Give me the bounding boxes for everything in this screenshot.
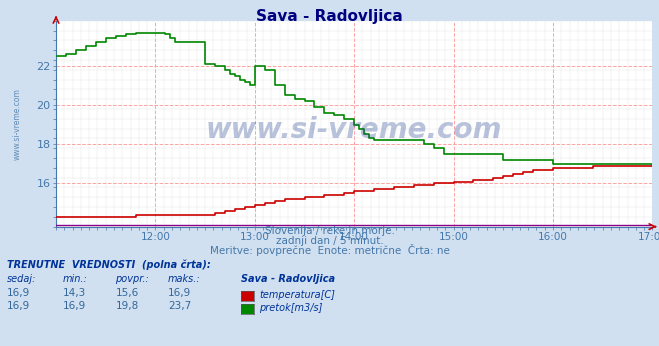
Text: 19,8: 19,8 bbox=[115, 301, 138, 311]
Text: Sava - Radovljica: Sava - Radovljica bbox=[256, 9, 403, 24]
Text: 16,9: 16,9 bbox=[7, 288, 30, 298]
Text: sedaj:: sedaj: bbox=[7, 274, 36, 284]
Text: www.si-vreme.com: www.si-vreme.com bbox=[13, 88, 22, 160]
Text: 16,9: 16,9 bbox=[63, 301, 86, 311]
Text: 15,6: 15,6 bbox=[115, 288, 138, 298]
Text: 16,9: 16,9 bbox=[7, 301, 30, 311]
Text: Slovenija / reke in morje.: Slovenija / reke in morje. bbox=[264, 226, 395, 236]
Text: pretok[m3/s]: pretok[m3/s] bbox=[259, 303, 322, 313]
Text: TRENUTNE  VREDNOSTI  (polna črta):: TRENUTNE VREDNOSTI (polna črta): bbox=[7, 260, 210, 270]
Text: min.:: min.: bbox=[63, 274, 88, 284]
Text: 23,7: 23,7 bbox=[168, 301, 191, 311]
Text: povpr.:: povpr.: bbox=[115, 274, 149, 284]
Text: temperatura[C]: temperatura[C] bbox=[259, 290, 335, 300]
Text: 16,9: 16,9 bbox=[168, 288, 191, 298]
Text: Meritve: povprečne  Enote: metrične  Črta: ne: Meritve: povprečne Enote: metrične Črta:… bbox=[210, 244, 449, 256]
Text: www.si-vreme.com: www.si-vreme.com bbox=[206, 116, 502, 144]
Text: zadnji dan / 5 minut.: zadnji dan / 5 minut. bbox=[275, 236, 384, 246]
Text: 14,3: 14,3 bbox=[63, 288, 86, 298]
Text: Sava - Radovljica: Sava - Radovljica bbox=[241, 274, 335, 284]
Text: maks.:: maks.: bbox=[168, 274, 201, 284]
